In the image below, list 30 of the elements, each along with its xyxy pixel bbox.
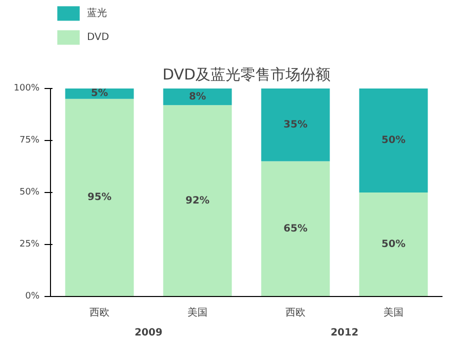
bar bbox=[261, 161, 330, 296]
bar bbox=[359, 192, 428, 296]
x-tick-label: 西欧 bbox=[286, 308, 306, 318]
bar bbox=[65, 88, 134, 99]
y-tick-label: 25% bbox=[19, 240, 40, 250]
text: 2012 bbox=[330, 328, 358, 338]
bar bbox=[163, 105, 232, 296]
text: 2009 bbox=[134, 328, 162, 338]
data-label: 5% bbox=[91, 88, 108, 100]
legend-label: 蓝光 bbox=[87, 6, 107, 20]
y-tick-label: 0% bbox=[25, 292, 40, 302]
legend-label: DVD bbox=[87, 32, 110, 42]
x-tick-label: 美国 bbox=[188, 306, 208, 318]
bar bbox=[261, 88, 330, 162]
data-label: 65% bbox=[284, 223, 308, 234]
data-label: 50% bbox=[382, 239, 406, 250]
y-tick-label: 100% bbox=[14, 84, 40, 94]
data-label: 8% bbox=[189, 91, 206, 102]
bar bbox=[163, 88, 232, 106]
chart-title: DVD及蓝光零售市场份额 bbox=[162, 66, 331, 84]
y-tick-label: 50% bbox=[19, 188, 40, 198]
y-tick-label: 75% bbox=[19, 136, 40, 146]
data-label: 95% bbox=[88, 192, 112, 204]
data-label: 92% bbox=[186, 195, 210, 206]
data-label: 35% bbox=[284, 119, 308, 130]
bar bbox=[359, 88, 428, 192]
x-tick-label: 西欧 bbox=[90, 308, 110, 318]
bar bbox=[65, 98, 134, 296]
x-tick-label: 美国 bbox=[384, 306, 404, 318]
data-label: 50% bbox=[382, 135, 406, 146]
